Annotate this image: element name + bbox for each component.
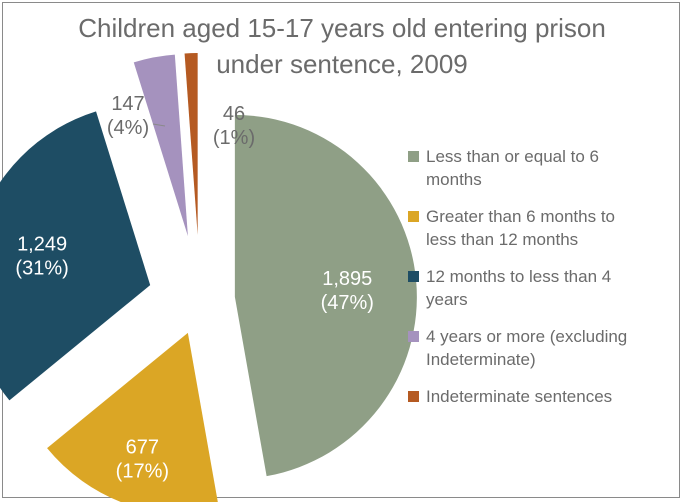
pie-slice-3 [133, 54, 188, 237]
legend-item-4: Indeterminate sentences [404, 385, 674, 408]
legend-item-1: Greater than 6 months to less than 12 mo… [404, 205, 674, 251]
legend-item-3: 4 years or more (excluding Indeterminate… [404, 325, 674, 371]
slice-label-3: 147 (4%) [107, 93, 149, 139]
legend-label-2-line-2: years [426, 290, 468, 309]
legend-item-0: Less than or equal to 6 months [404, 145, 674, 191]
legend-label-1-line-2: less than 12 months [426, 230, 579, 249]
legend-label-0-line-1: Less than or equal to 6 [426, 147, 599, 166]
slice-percent-label-0: (47%) [321, 292, 374, 314]
legend-label-3-line-1: 4 years or more (excluding [426, 327, 628, 346]
legend-swatch-2 [408, 271, 419, 282]
chart-title-line-1: Children aged 15-17 years old entering p… [78, 13, 606, 43]
slice-label-2: 1,249 (31%) [15, 234, 68, 280]
legend-label-1-line-1: Greater than 6 months to [426, 207, 615, 226]
slice-value-label-2: 1,249 [17, 234, 67, 256]
pie-slice-1 [47, 332, 218, 502]
pie-slice-0 [234, 114, 417, 477]
legend-label-4-line-1: Indeterminate sentences [426, 387, 613, 406]
chart-title-line-2: under sentence, 2009 [216, 49, 468, 79]
slice-label-1: 677 (17%) [116, 437, 169, 483]
legend: Less than or equal to 6 months Greater t… [404, 145, 674, 422]
legend-label-0-line-2: months [426, 170, 482, 189]
slice-value-label-1: 677 [126, 437, 159, 459]
slice-value-label-4: 46 [223, 103, 245, 125]
slice-value-label-3: 147 [111, 93, 144, 115]
legend-swatch-3 [408, 331, 419, 342]
legend-swatch-1 [408, 211, 419, 222]
slice-label-0: 1,895 (47%) [321, 268, 374, 314]
slice-percent-label-4: (1%) [213, 127, 255, 149]
chart-title: Children aged 15-17 years old entering p… [0, 10, 684, 82]
legend-label-2-line-1: 12 months to less than 4 [426, 267, 612, 286]
legend-swatch-0 [408, 151, 419, 162]
slice-label-4: 46 (1%) [213, 103, 255, 149]
legend-item-2: 12 months to less than 4 years [404, 265, 674, 311]
legend-label-3-line-2: Indeterminate) [426, 350, 536, 369]
slice-percent-label-3: (4%) [107, 117, 149, 139]
slice-percent-label-2: (31%) [15, 258, 68, 280]
legend-swatch-4 [408, 391, 419, 402]
pie-slice-4 [184, 53, 198, 236]
pie-slice-2 [0, 111, 151, 401]
slice-percent-label-1: (17%) [116, 461, 169, 483]
slice-value-label-0: 1,895 [322, 268, 372, 290]
leader-line-3 [152, 123, 166, 127]
